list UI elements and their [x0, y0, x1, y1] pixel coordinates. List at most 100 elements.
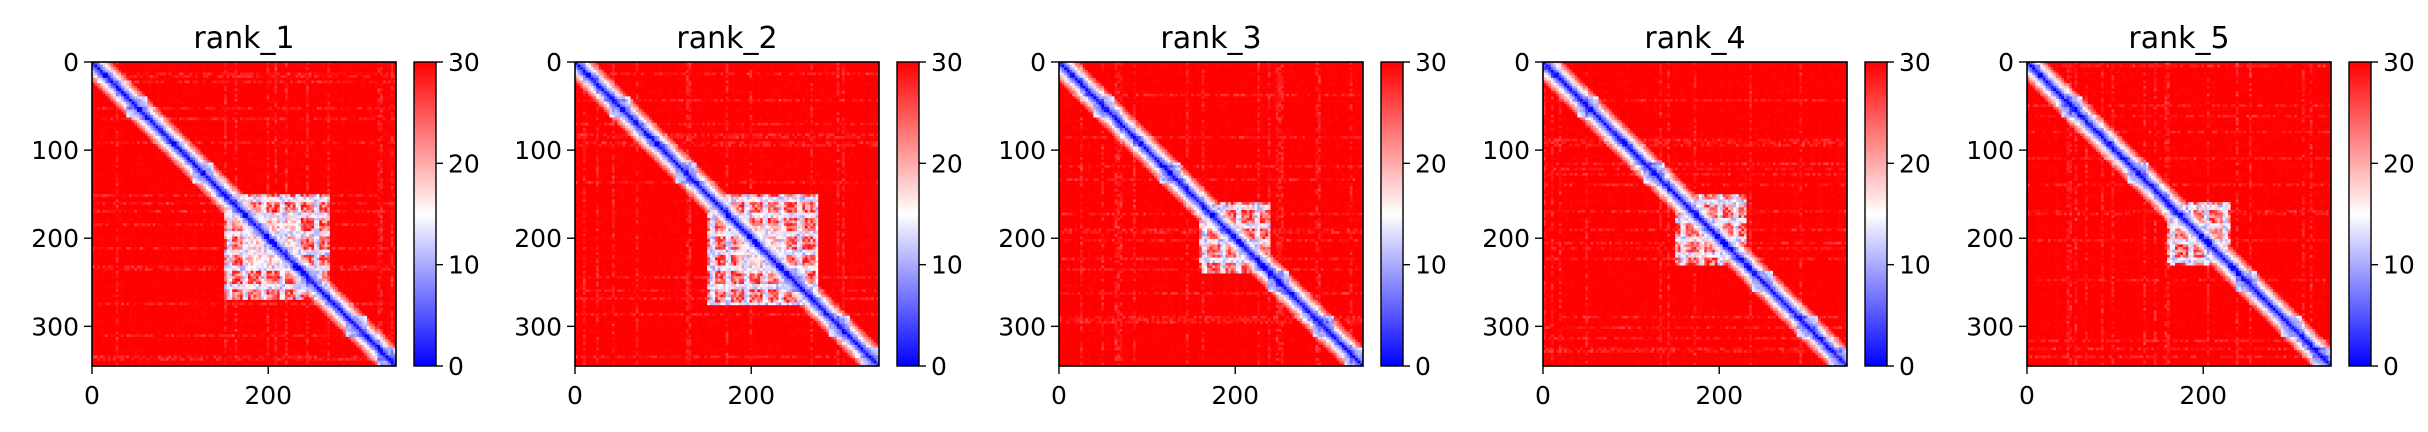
heatmap-cell [153, 78, 156, 81]
heatmap-cell [113, 70, 116, 73]
heatmap-cell [148, 65, 151, 68]
heatmap-cell [243, 83, 246, 86]
heatmap-cell [134, 81, 137, 84]
heatmap-cell [200, 67, 203, 70]
heatmap-cell [214, 65, 217, 68]
heatmap-cell [174, 70, 177, 73]
heatmap-cell [335, 70, 338, 73]
heatmap-cell [235, 86, 238, 89]
heatmap-cell [105, 65, 108, 68]
heatmap-cell [277, 83, 280, 86]
heatmap-cell [370, 67, 373, 70]
heatmap-cell [232, 83, 235, 86]
heatmap-cell [137, 73, 140, 76]
heatmap-cell [288, 65, 291, 68]
heatmap-cell [177, 65, 180, 68]
heatmap-cell [169, 70, 172, 73]
heatmap-cell [103, 70, 106, 73]
heatmap-cell [224, 78, 227, 81]
heatmap-cell [166, 86, 169, 89]
heatmap-cell [322, 78, 325, 81]
heatmap-cell [301, 67, 304, 70]
heatmap-cell [306, 73, 309, 76]
heatmap-cell [306, 81, 309, 84]
heatmap-cell [103, 67, 106, 70]
heatmap-cell [330, 65, 333, 68]
heatmap-cell [124, 83, 127, 86]
heatmap-cell [132, 70, 135, 73]
heatmap-cell [153, 86, 156, 89]
heatmap-cell [235, 75, 238, 78]
heatmap-cell [155, 73, 158, 76]
heatmap-cell [153, 70, 156, 73]
heatmap-cell [97, 67, 100, 70]
heatmap-cell [129, 75, 132, 78]
heatmap-cell [166, 83, 169, 86]
heatmap-cell [198, 75, 201, 78]
heatmap-cell [118, 73, 121, 76]
heatmap-cell [340, 73, 343, 76]
heatmap-cell [306, 67, 309, 70]
heatmap-cell [272, 81, 275, 84]
heatmap-cell [288, 67, 291, 70]
heatmap-cell [103, 83, 106, 86]
heatmap-cell [388, 67, 391, 70]
heatmap-cell [132, 75, 135, 78]
heatmap-cell [256, 86, 259, 89]
heatmap-cell [269, 81, 272, 84]
heatmap-cell [100, 75, 103, 78]
heatmap-cell [243, 81, 246, 84]
heatmap-cell [103, 81, 106, 84]
heatmap-cell [161, 65, 164, 68]
heatmap-cell [330, 70, 333, 73]
heatmap-cell [385, 78, 388, 81]
heatmap-cell [282, 75, 285, 78]
heatmap-cell [229, 67, 232, 70]
heatmap-cell [243, 65, 246, 68]
heatmap-cell [237, 86, 240, 89]
heatmap-cell [296, 67, 299, 70]
heatmap-cell [266, 67, 269, 70]
heatmap-cell [248, 67, 251, 70]
heatmap-cell [137, 86, 140, 89]
heatmap-cell [370, 70, 373, 73]
heatmap-cell [195, 83, 198, 86]
heatmap-cell [348, 65, 351, 68]
heatmap-cell [274, 78, 277, 81]
heatmap-cell [364, 83, 367, 86]
heatmap-cell [298, 65, 301, 68]
heatmap-cell [195, 73, 198, 76]
heatmap-cell [179, 81, 182, 84]
heatmap-cell [248, 81, 251, 84]
heatmap-cell [237, 81, 240, 84]
heatmap-cell [219, 81, 222, 84]
heatmap-cell [216, 75, 219, 78]
heatmap-cell [362, 73, 365, 76]
heatmap-cell [179, 78, 182, 81]
heatmap-cell [224, 70, 227, 73]
heatmap-cell [298, 73, 301, 76]
heatmap-cell [222, 73, 225, 76]
heatmap-cell [105, 75, 108, 78]
heatmap-cell [343, 67, 346, 70]
heatmap-cell [229, 70, 232, 73]
heatmap-cell [222, 67, 225, 70]
heatmap-cell [367, 75, 370, 78]
heatmap-cell [97, 75, 100, 78]
heatmap-cell [280, 81, 283, 84]
heatmap-cell [322, 73, 325, 76]
heatmap-cell [253, 75, 256, 78]
heatmap-cell [351, 83, 354, 86]
heatmap-cell [229, 75, 232, 78]
heatmap-cell [195, 67, 198, 70]
heatmap-cell [372, 65, 375, 68]
heatmap-cell [118, 65, 121, 68]
heatmap-cell [298, 81, 301, 84]
heatmap-cell [208, 65, 211, 68]
heatmap-cell [153, 81, 156, 84]
heatmap-cell [113, 81, 116, 84]
heatmap-cell [327, 86, 330, 89]
heatmap-cell [325, 81, 328, 84]
heatmap-cell [97, 73, 100, 76]
heatmap-cell [198, 65, 201, 68]
